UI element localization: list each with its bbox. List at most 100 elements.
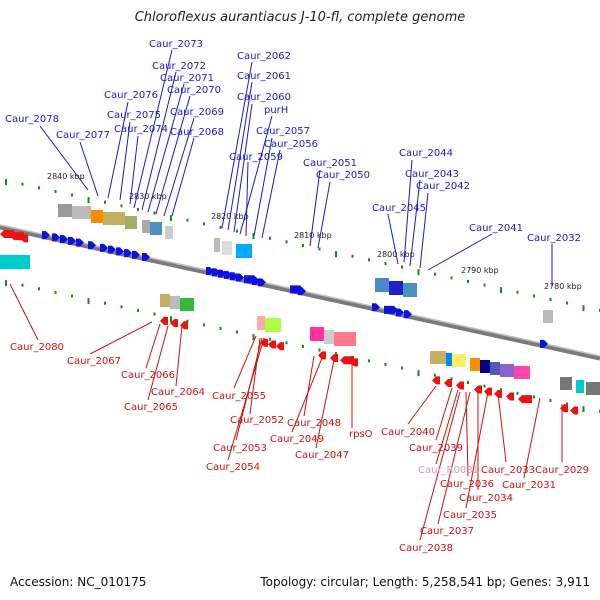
gene-label-caur-2051[interactable]: Caur_2051: [303, 158, 357, 169]
gene-label-caur-2075[interactable]: Caur_2075: [107, 110, 161, 121]
gene-label-caur-2049[interactable]: Caur_2049: [270, 434, 324, 445]
forward-arrow: [100, 243, 108, 252]
scale-tick: [533, 294, 535, 298]
scale-tick: [203, 222, 205, 226]
forward-arrow: [52, 233, 60, 242]
gene-label-caur-2054[interactable]: Caur_2054: [206, 462, 260, 473]
gene-label-caur-2029[interactable]: Caur_2029: [535, 465, 589, 476]
leader-line: [141, 71, 177, 211]
kbp-label-2830: 2830 kbp: [129, 192, 167, 201]
scale-tick: [21, 182, 24, 186]
scale-tick: [186, 319, 189, 323]
gene-label-caur-2033[interactable]: Caur_2033: [481, 465, 535, 476]
gene-label-caur-2059[interactable]: Caur_2059: [229, 152, 283, 163]
scale-tick: [252, 233, 255, 240]
leader-line: [261, 149, 281, 239]
gene-label-caur-2080[interactable]: Caur_2080: [10, 342, 64, 353]
gene-label-purh[interactable]: purH: [264, 105, 288, 116]
gene-label-caur-2069[interactable]: Caur_2069: [170, 107, 224, 118]
forward-arrow: [76, 238, 84, 247]
leader-line: [129, 135, 139, 205]
gene-label-caur-2073[interactable]: Caur_2073: [149, 39, 203, 50]
gene-label-caur-2034[interactable]: Caur_2034: [459, 493, 513, 504]
gene-label-caur-2044[interactable]: Caur_2044: [399, 148, 453, 159]
scale-tick: [137, 308, 139, 312]
gene-label-caur-2061[interactable]: Caur_2061: [237, 71, 291, 82]
gene-label-caur-2077[interactable]: Caur_2077: [56, 130, 110, 141]
gene-label-caur-2072[interactable]: Caur_2072: [152, 61, 206, 72]
gene-label-caur-2078[interactable]: Caur_2078: [5, 114, 59, 125]
gene-label-caur-2064[interactable]: Caur_2064: [151, 387, 205, 398]
gene-label-caur-2065[interactable]: Caur_2065: [124, 402, 178, 413]
gene-label-caur-2045[interactable]: Caur_2045: [372, 203, 426, 214]
scale-tick: [104, 200, 106, 204]
gene-label-caur-2039[interactable]: Caur_2039: [409, 443, 463, 454]
scale-tick: [417, 370, 420, 377]
gene-label-caur-2076[interactable]: Caur_2076: [104, 90, 158, 101]
gene-label-caur-2047[interactable]: Caur_2047: [295, 450, 349, 461]
reverse-arrow: [160, 316, 168, 325]
forward-arrow: [124, 249, 132, 258]
gene-label-caur-2070[interactable]: Caur_2070: [167, 85, 221, 96]
scale-tick: [87, 298, 90, 305]
scale-tick: [38, 186, 40, 190]
forward-arrow: [396, 308, 404, 317]
gene-label-caur-2031[interactable]: Caur_2031: [502, 480, 556, 491]
scale-tick: [252, 334, 255, 341]
scale-tick: [5, 179, 7, 186]
gene-label-caur-2037[interactable]: Caur_2037: [420, 526, 474, 537]
bottom-gene-labels: Caur_2080 Caur_2067 Caur_2066 Caur_2064 …: [10, 342, 589, 554]
forward-arrow: [384, 305, 398, 314]
scale-tick: [566, 402, 568, 406]
scale-tick: [203, 323, 205, 327]
reverse-arrow: [570, 406, 578, 415]
gene-label-caur-2071[interactable]: Caur_2071: [160, 73, 214, 84]
scale-tick: [54, 189, 57, 193]
gene-label-caur-2060[interactable]: Caur_2060: [237, 92, 291, 103]
gene-label-caur-2062[interactable]: Caur_2062: [237, 51, 291, 62]
gene-label-caur-2040[interactable]: Caur_2040: [381, 427, 435, 438]
leader-line: [403, 159, 413, 263]
gene-label-caur-2057[interactable]: Caur_2057: [256, 126, 310, 137]
scale-tick: [302, 344, 304, 348]
gene-label-caur-2035[interactable]: Caur_2035: [443, 510, 497, 521]
gene-label-caur-2053[interactable]: Caur_2053: [213, 443, 267, 454]
scale-tick: [450, 377, 453, 381]
forward-arrow: [258, 278, 266, 287]
gene-label-rpso[interactable]: rpsO: [349, 429, 373, 440]
scale-tick: [335, 251, 337, 258]
gene-label-caur-2038[interactable]: Caur_2038: [399, 543, 453, 554]
gene-label-caur-2032[interactable]: Caur_2032: [527, 233, 581, 244]
forward-gene-boxes: [58, 204, 553, 323]
reverse-arrow: [318, 351, 326, 360]
leader-line: [437, 391, 471, 525]
top-leader-lines: [39, 49, 553, 286]
gene-label-caur-2055[interactable]: Caur_2055: [212, 391, 266, 402]
leader-line: [245, 161, 249, 237]
gene-label-caur-2041[interactable]: Caur_2041: [469, 223, 523, 234]
gene-label-caur-2068[interactable]: Caur_2068: [170, 127, 224, 138]
leader-line: [407, 385, 437, 425]
gene-label-caur-2067[interactable]: Caur_2067: [67, 356, 121, 367]
gene-label-caur-2050[interactable]: Caur_2050: [316, 170, 370, 181]
gene-label-caur-2052[interactable]: Caur_2052: [230, 415, 284, 426]
gene-label-caur-2042[interactable]: Caur_2042: [416, 181, 470, 192]
accession-label: Accession: NC_010175: [10, 575, 147, 589]
scale-tick: [417, 269, 420, 276]
reverse-arrow: [432, 376, 440, 385]
gene-label-caur-2043[interactable]: Caur_2043: [405, 169, 459, 180]
gene-label-caur-r0031[interactable]: Caur_R0031: [418, 465, 479, 476]
gene-label-caur-2036[interactable]: Caur_2036: [440, 479, 494, 490]
gene-label-caur-2066[interactable]: Caur_2066: [121, 370, 175, 381]
gene-label-caur-2048[interactable]: Caur_2048: [287, 418, 341, 429]
scale-tick: [236, 330, 238, 334]
scale-tick: [153, 211, 156, 215]
leader-line: [309, 169, 321, 247]
gene-label-caur-2074[interactable]: Caur_2074: [114, 124, 168, 135]
leader-line: [147, 83, 185, 213]
gene-label-caur-2056[interactable]: Caur_2056: [264, 139, 318, 150]
scale-tick: [582, 406, 585, 413]
scale-tick: [450, 276, 453, 280]
scale-tick: [186, 218, 189, 222]
reverse-arrow: [268, 340, 276, 349]
